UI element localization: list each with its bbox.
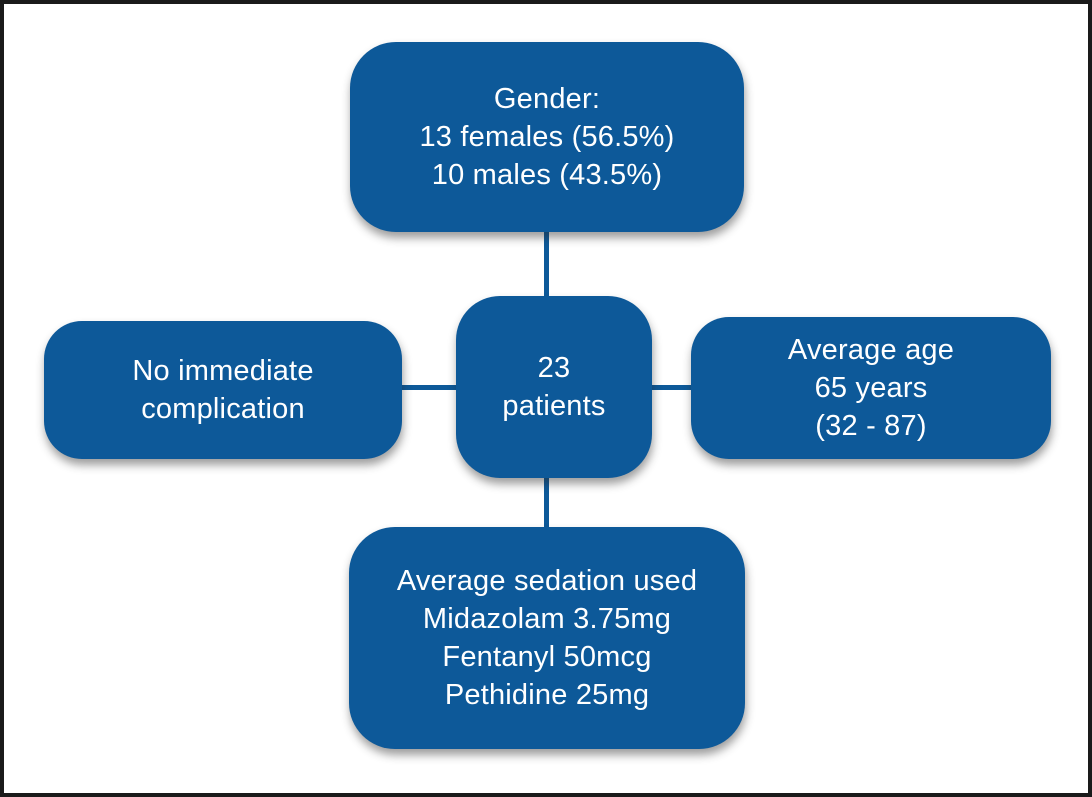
gender-line-1: Gender: <box>493 83 601 115</box>
sedation-line-4: Pethidine 25mg <box>444 679 650 711</box>
connector-center-to-gender <box>544 230 549 298</box>
age-line-1: Average age <box>787 334 955 366</box>
patients-line-1: 23 <box>537 352 571 384</box>
age-line-2: 65 years <box>814 372 928 404</box>
age-box: Average age 65 years (32 - 87) <box>691 317 1051 459</box>
gender-line-3: 10 males (43.5%) <box>431 159 663 191</box>
complication-box: No immediate complication <box>44 321 402 459</box>
sedation-line-3: Fentanyl 50mcg <box>442 641 652 673</box>
sedation-line-2: Midazolam 3.75mg <box>422 603 672 635</box>
gender-box: Gender: 13 females (56.5%) 10 males (43.… <box>350 42 744 232</box>
patients-line-2: patients <box>502 390 606 422</box>
gender-line-2: 13 females (56.5%) <box>419 121 675 153</box>
sedation-line-1: Average sedation used <box>396 565 698 597</box>
connector-center-to-complication <box>400 385 458 390</box>
connector-center-to-sedation <box>544 476 549 529</box>
complication-line-2: complication <box>141 393 305 425</box>
complication-line-1: No immediate <box>132 355 314 387</box>
age-line-3: (32 - 87) <box>815 410 927 442</box>
patients-box: 23 patients <box>456 296 652 478</box>
sedation-box: Average sedation used Midazolam 3.75mg F… <box>349 527 745 749</box>
connector-center-to-age <box>649 385 693 390</box>
